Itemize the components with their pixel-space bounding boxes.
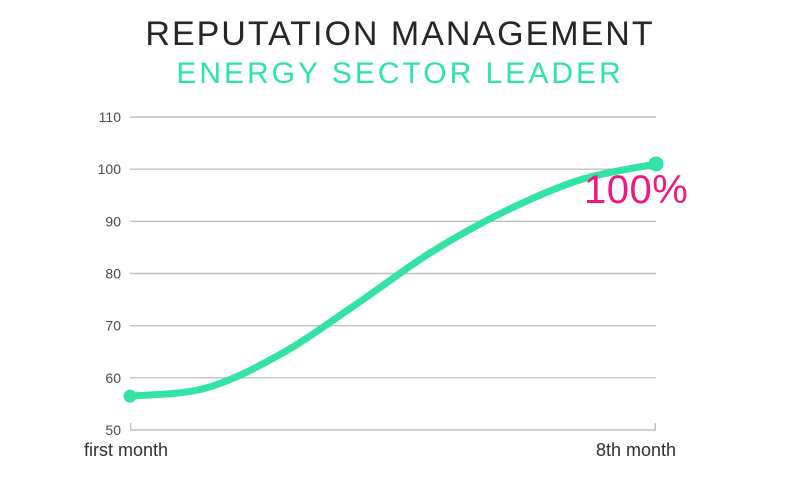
x-axis-label-8th-month: 8th month <box>595 440 676 460</box>
trend-line <box>126 160 660 400</box>
y-tick-label: 50 <box>105 422 121 438</box>
first-data-point <box>123 389 137 403</box>
page-title: REPUTATION MANAGEMENT <box>145 15 655 53</box>
last-data-point <box>648 156 664 172</box>
x-axis-label-first-month: first month <box>84 440 169 460</box>
y-tick-label: 60 <box>105 370 121 386</box>
final-value-annotation: 100% <box>584 168 689 212</box>
page-subtitle: ENERGY SECTOR LEADER <box>176 57 624 90</box>
y-tick-label: 80 <box>105 266 121 282</box>
y-tick-label: 110 <box>99 109 122 125</box>
y-tick-label: 90 <box>105 213 121 229</box>
y-tick-label: 100 <box>98 161 122 177</box>
y-tick-label: 70 <box>105 318 121 334</box>
